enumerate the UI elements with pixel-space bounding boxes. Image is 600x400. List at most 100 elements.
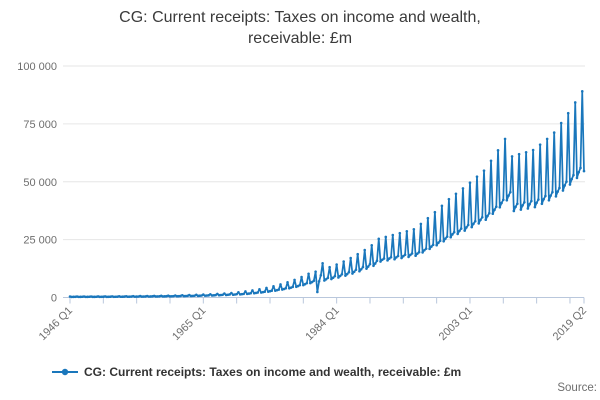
series-marker xyxy=(559,121,563,125)
series-marker xyxy=(354,268,358,272)
series-marker xyxy=(466,223,470,227)
series-marker xyxy=(244,290,247,293)
series-marker xyxy=(372,264,375,268)
series-marker xyxy=(312,279,316,283)
series-line xyxy=(69,90,585,298)
series-marker xyxy=(361,265,365,269)
chart-title: CG: Current receipts: Taxes on income an… xyxy=(0,7,600,49)
series-marker xyxy=(544,194,547,198)
series-marker xyxy=(235,292,238,296)
series-marker xyxy=(521,204,524,207)
series-marker xyxy=(465,226,468,229)
series-marker xyxy=(377,237,381,241)
series-marker xyxy=(416,252,419,255)
series-marker xyxy=(409,253,412,257)
series-marker xyxy=(230,291,233,295)
series-marker xyxy=(403,253,407,257)
y-axis-label: 50 000 xyxy=(23,177,57,189)
series-marker xyxy=(410,252,414,255)
series-marker xyxy=(449,235,452,239)
series-marker xyxy=(538,143,542,146)
series-marker xyxy=(435,243,438,247)
series-marker xyxy=(347,270,351,274)
series-marker xyxy=(516,202,519,206)
series-marker xyxy=(345,272,349,276)
series-marker xyxy=(326,276,330,280)
series-marker xyxy=(338,274,342,278)
series-marker xyxy=(365,267,368,270)
series-marker xyxy=(396,254,400,258)
series-marker xyxy=(277,288,281,291)
series-marker xyxy=(340,272,344,276)
series-marker xyxy=(484,218,488,222)
series-marker xyxy=(402,254,405,258)
series-marker xyxy=(528,202,531,206)
series-marker xyxy=(384,235,388,239)
y-axis-label: 100 000 xyxy=(17,61,57,73)
series-marker xyxy=(228,293,231,296)
series-marker xyxy=(352,270,356,274)
series-marker xyxy=(473,219,477,223)
series-marker xyxy=(551,190,554,194)
series-marker xyxy=(510,155,514,158)
series-marker xyxy=(507,194,510,197)
series-marker xyxy=(279,283,282,286)
series-marker xyxy=(568,183,572,186)
series-marker xyxy=(317,280,321,283)
series-marker xyxy=(556,190,559,193)
series-marker xyxy=(307,272,310,276)
series-marker xyxy=(400,256,403,260)
series-marker xyxy=(284,287,288,290)
series-marker xyxy=(349,256,352,260)
series-marker xyxy=(479,218,482,222)
series-marker xyxy=(249,291,252,295)
series-marker xyxy=(414,254,417,257)
series-marker xyxy=(419,222,423,226)
series-marker xyxy=(423,248,426,252)
series-marker xyxy=(321,261,324,265)
series-marker xyxy=(314,270,317,274)
x-axis-label: 2019 Q2 xyxy=(551,305,589,343)
series-marker xyxy=(358,269,361,273)
series-marker xyxy=(493,208,496,211)
series-marker xyxy=(500,201,503,205)
series-marker xyxy=(379,260,382,263)
series-marker xyxy=(430,245,433,248)
series-marker xyxy=(470,225,474,229)
series-marker xyxy=(398,231,402,235)
series-marker xyxy=(442,240,445,243)
series-marker xyxy=(265,286,268,290)
series-marker xyxy=(526,207,530,210)
series-marker xyxy=(572,173,575,177)
legend-item[interactable]: CG: Current receipts: Taxes on income an… xyxy=(52,364,461,380)
y-axis-label: 0 xyxy=(51,293,57,305)
series-marker xyxy=(554,195,558,198)
series-marker xyxy=(373,262,377,265)
series-marker xyxy=(459,227,463,230)
source-label: Source: xyxy=(557,382,597,394)
series-marker xyxy=(424,247,428,250)
series-marker xyxy=(519,208,523,211)
series-marker xyxy=(319,273,323,277)
series-marker xyxy=(573,101,577,104)
series-marker xyxy=(489,159,493,163)
series-marker xyxy=(293,278,296,282)
series-marker xyxy=(389,255,393,259)
series-marker xyxy=(324,277,328,281)
series-marker xyxy=(363,248,367,252)
series-marker xyxy=(407,255,410,259)
series-marker xyxy=(386,259,389,262)
series-marker xyxy=(523,200,526,204)
series-marker xyxy=(577,170,581,174)
x-axis-label: 1946 Q1 xyxy=(37,305,75,343)
series-marker xyxy=(582,169,586,173)
series-marker xyxy=(316,290,319,294)
series-marker xyxy=(337,276,340,279)
series-marker xyxy=(563,184,566,187)
series-marker xyxy=(545,137,549,141)
series-marker xyxy=(477,222,481,225)
series-marker xyxy=(242,292,245,296)
series-marker xyxy=(445,235,449,238)
series-marker xyxy=(512,209,516,213)
